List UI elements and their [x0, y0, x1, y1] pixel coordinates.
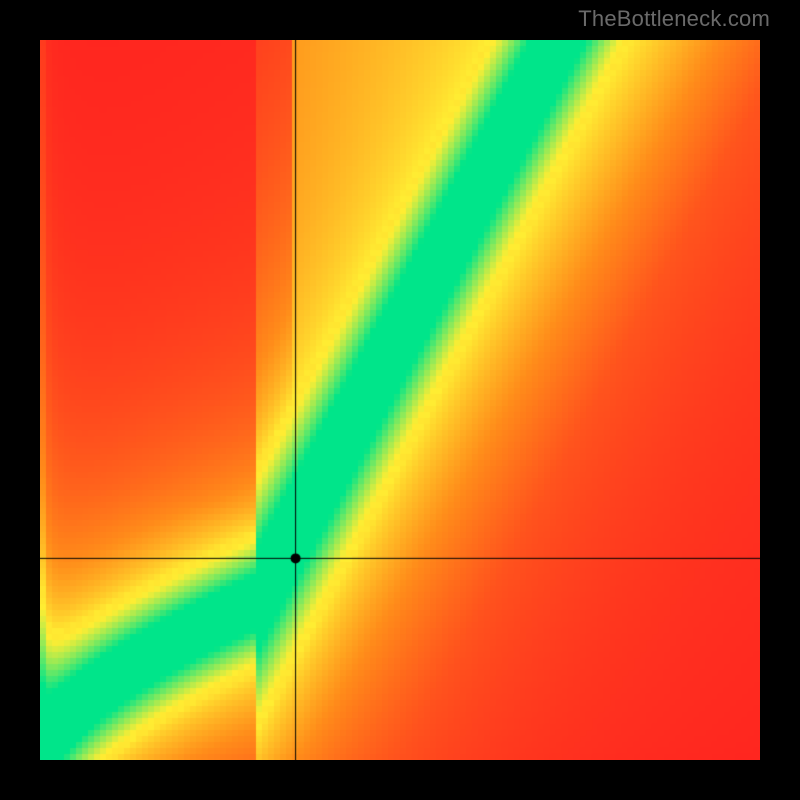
plot-area — [40, 40, 760, 760]
bottleneck-heatmap — [40, 40, 760, 760]
chart-outer: TheBottleneck.com — [0, 0, 800, 800]
watermark-text: TheBottleneck.com — [578, 6, 770, 32]
